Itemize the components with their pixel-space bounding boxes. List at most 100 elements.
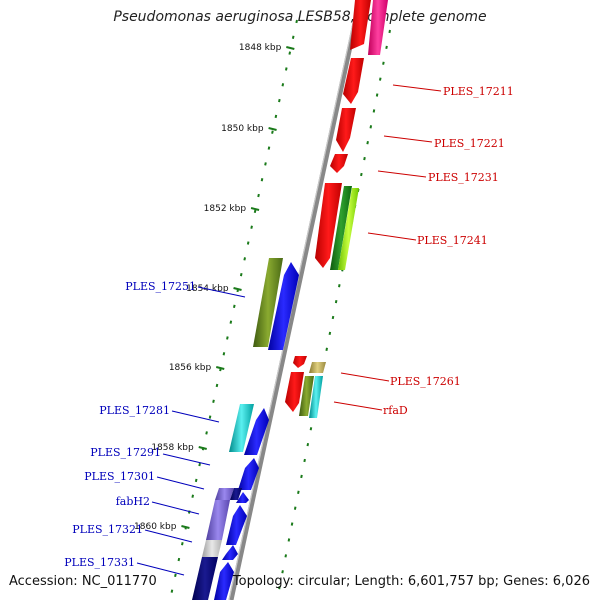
scale-dot <box>388 29 391 34</box>
gene-forward[interactable] <box>315 183 342 268</box>
gene-reverse[interactable] <box>192 557 218 600</box>
scale-dot <box>271 130 274 134</box>
gene-reverse[interactable] <box>206 500 230 540</box>
leader-line <box>144 529 193 543</box>
scale-dot <box>226 336 229 340</box>
leader-line <box>392 84 442 92</box>
gene-reverse[interactable] <box>229 404 254 452</box>
gene-forward[interactable] <box>368 0 388 55</box>
scale-dot <box>267 146 271 150</box>
gene-reverse[interactable] <box>222 545 238 560</box>
scale-dot <box>222 352 226 356</box>
leader-line <box>367 232 417 241</box>
gene-label-ples-17331[interactable]: PLES_17331 <box>64 556 135 569</box>
scale-dot <box>306 442 310 447</box>
kbp-tick <box>286 46 295 50</box>
gene-reverse[interactable] <box>230 488 242 500</box>
scale-dot <box>264 162 267 166</box>
scale-dot <box>198 462 201 467</box>
scale-dot <box>288 51 292 55</box>
kbp-tick <box>250 207 260 211</box>
forward-labels: PLES_17211 PLES_17221 PLES_17231 PLES_17… <box>333 84 514 417</box>
gene-label-ples-17261[interactable]: PLES_17261 <box>390 375 461 388</box>
kbp-label: 1850 kbp <box>221 124 264 134</box>
gene-forward[interactable] <box>299 376 314 416</box>
scale-dot <box>369 125 373 129</box>
scale-dot <box>233 304 236 308</box>
gene-forward[interactable] <box>338 188 359 270</box>
gene-label-rfad[interactable]: rfaD <box>383 404 408 417</box>
scale-dot <box>250 225 253 229</box>
gene-label-ples-17281[interactable]: PLES_17281 <box>99 404 170 417</box>
gene-label-fabh2[interactable]: fabH2 <box>116 495 150 508</box>
gene-reverse[interactable] <box>214 562 234 600</box>
scale-dot <box>257 193 260 198</box>
gene-reverse[interactable] <box>202 540 222 557</box>
leader-line <box>136 562 185 576</box>
gene-label-ples-17211[interactable]: PLES_17211 <box>443 85 514 98</box>
kbp-label: 1856 kbp <box>169 363 212 373</box>
gene-forward[interactable] <box>309 376 323 418</box>
accession-text: Accession: NC_011770 <box>9 574 157 589</box>
leader-line <box>197 286 246 298</box>
gene-label-ples-17231[interactable]: PLES_17231 <box>428 171 499 184</box>
reverse-genes <box>192 258 299 600</box>
scale-dot <box>382 61 385 65</box>
gene-label-ples-17321[interactable]: PLES_17321 <box>72 523 143 536</box>
genome-backbone <box>228 0 363 600</box>
kbp-label: 1852 kbp <box>204 204 247 214</box>
gene-reverse[interactable] <box>215 488 234 500</box>
gene-forward[interactable] <box>293 356 307 368</box>
gene-forward[interactable] <box>309 362 326 373</box>
scale-dot <box>303 458 306 463</box>
scale-dot <box>191 494 195 498</box>
scale-dot <box>281 83 285 87</box>
scale-dot <box>284 554 288 558</box>
gene-reverse[interactable] <box>253 258 283 347</box>
leader-line <box>340 372 390 382</box>
kbp-tick <box>198 446 207 450</box>
gene-reverse[interactable] <box>244 408 269 455</box>
leader-line <box>162 453 211 466</box>
leader-line <box>383 135 433 143</box>
gene-forward[interactable] <box>343 58 364 104</box>
scale-dot <box>309 427 313 431</box>
scale-dot <box>215 383 219 388</box>
forward-genes <box>285 0 388 418</box>
gene-forward[interactable] <box>336 108 356 152</box>
scale-dot <box>205 431 208 435</box>
kbp-tick <box>233 287 242 291</box>
gene-reverse[interactable] <box>238 458 259 490</box>
gene-forward[interactable] <box>330 186 352 270</box>
kbp-tick <box>181 525 190 529</box>
gene-forward[interactable] <box>350 0 371 50</box>
scale-dot <box>297 490 300 494</box>
kbp-tick <box>215 366 225 370</box>
gene-label-ples-17241[interactable]: PLES_17241 <box>417 234 488 247</box>
map-title: Pseudomonas aeruginosa LESB58, complete … <box>113 9 487 25</box>
gene-label-ples-17301[interactable]: PLES_17301 <box>84 470 155 483</box>
gene-reverse[interactable] <box>226 505 247 545</box>
scale-dot <box>281 570 284 574</box>
gene-forward[interactable] <box>330 154 348 173</box>
scale-dot <box>253 209 257 214</box>
gene-forward[interactable] <box>285 372 304 412</box>
leader-line <box>171 410 220 423</box>
kbp-label: 1848 kbp <box>239 43 282 53</box>
scale-dot <box>338 284 341 288</box>
scale-dot <box>177 557 181 562</box>
gene-reverse[interactable] <box>236 492 249 503</box>
scale-dot <box>274 114 278 119</box>
scale-dotted-line <box>170 19 298 593</box>
scale-dot <box>174 573 177 578</box>
gene-reverse[interactable] <box>268 262 299 350</box>
gene-label-ples-17221[interactable]: PLES_17221 <box>434 137 505 150</box>
scale-dot <box>293 506 297 510</box>
gene-label-ples-17291[interactable]: PLES_17291 <box>90 446 161 459</box>
scale-dot <box>295 19 298 24</box>
gene-label-ples-17251[interactable]: PLES_17251 <box>125 280 196 293</box>
scale-dot <box>328 331 332 336</box>
scale-dot <box>290 522 294 526</box>
